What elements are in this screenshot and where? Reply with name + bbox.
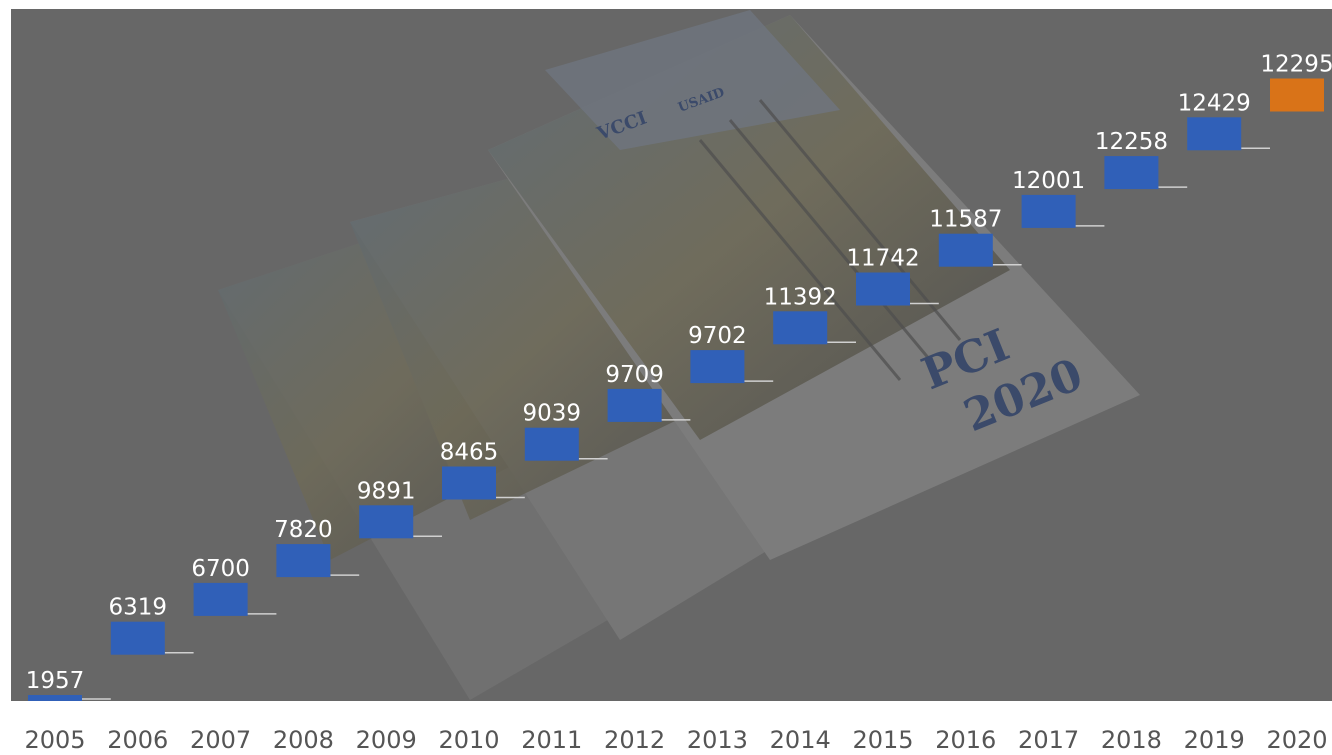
x-tick-label-2019: 2019	[1184, 726, 1245, 754]
data-label-2011: 9039	[523, 401, 582, 427]
x-tick-label-2009: 2009	[356, 726, 417, 754]
x-tick-label-2015: 2015	[852, 726, 913, 754]
x-tick-label-2012: 2012	[604, 726, 665, 754]
x-tick-label-2008: 2008	[273, 726, 334, 754]
data-label-2012: 9709	[605, 362, 664, 388]
data-label-2007: 6700	[191, 556, 250, 582]
step-connectors	[82, 147, 1270, 700]
value-labels: 1957 6319 6700 7820 9891 8465 9039 9709 9702 1139…	[26, 52, 1332, 695]
data-label-2020: 12295	[1260, 52, 1332, 78]
report-cover-front	[488, 10, 1140, 560]
bar-2005	[28, 695, 82, 701]
bar-2017	[1021, 194, 1076, 228]
bar-2014	[773, 311, 828, 345]
data-label-2019: 12429	[1178, 90, 1251, 116]
bar-2007	[193, 582, 248, 616]
x-tick-label-2006: 2006	[107, 726, 168, 754]
bar-2010	[442, 466, 496, 500]
x-tick-label-2018: 2018	[1101, 726, 1162, 754]
cover-staircase	[698, 99, 962, 381]
x-tick-label-2020: 2020	[1266, 726, 1327, 754]
data-label-2009: 9891	[357, 478, 416, 504]
bar-2015	[856, 272, 910, 306]
bars	[28, 78, 1324, 701]
data-label-2018: 12258	[1095, 129, 1168, 155]
x-tick-label-2017: 2017	[1018, 726, 1079, 754]
x-tick-label-2014: 2014	[770, 726, 831, 754]
bar-2008	[276, 544, 331, 578]
bar-2012	[607, 388, 662, 422]
data-label-2016: 11587	[929, 207, 1002, 233]
data-label-2015: 11742	[846, 246, 919, 272]
background-photo: PCI 2020 VCCI USAID	[11, 9, 1332, 701]
data-label-2014: 11392	[764, 284, 837, 310]
data-label-2010: 8465	[440, 440, 499, 466]
x-tick-label-2005: 2005	[24, 726, 85, 754]
bar-2011	[524, 427, 579, 461]
x-tick-label-2010: 2010	[438, 726, 499, 754]
data-label-2008: 7820	[274, 517, 333, 543]
bar-2009	[359, 505, 414, 539]
data-label-2017: 12001	[1012, 168, 1085, 194]
x-axis-labels: 2005 2006 2007 2008 2009 2010 2011 2012 2013 2014…	[24, 726, 1327, 754]
x-tick-label-2013: 2013	[687, 726, 748, 754]
bar-2006	[110, 621, 165, 655]
data-label-2005: 1957	[26, 668, 85, 694]
bar-2019	[1187, 117, 1242, 151]
data-label-2013: 9702	[688, 323, 747, 349]
bar-2020	[1270, 78, 1324, 112]
x-tick-label-2011: 2011	[521, 726, 582, 754]
x-tick-label-2007: 2007	[190, 726, 251, 754]
bar-2013	[690, 350, 745, 384]
bar-2018	[1104, 156, 1159, 190]
bar-2016	[938, 233, 993, 267]
data-label-2006: 6319	[109, 595, 168, 621]
x-tick-label-2016: 2016	[935, 726, 996, 754]
